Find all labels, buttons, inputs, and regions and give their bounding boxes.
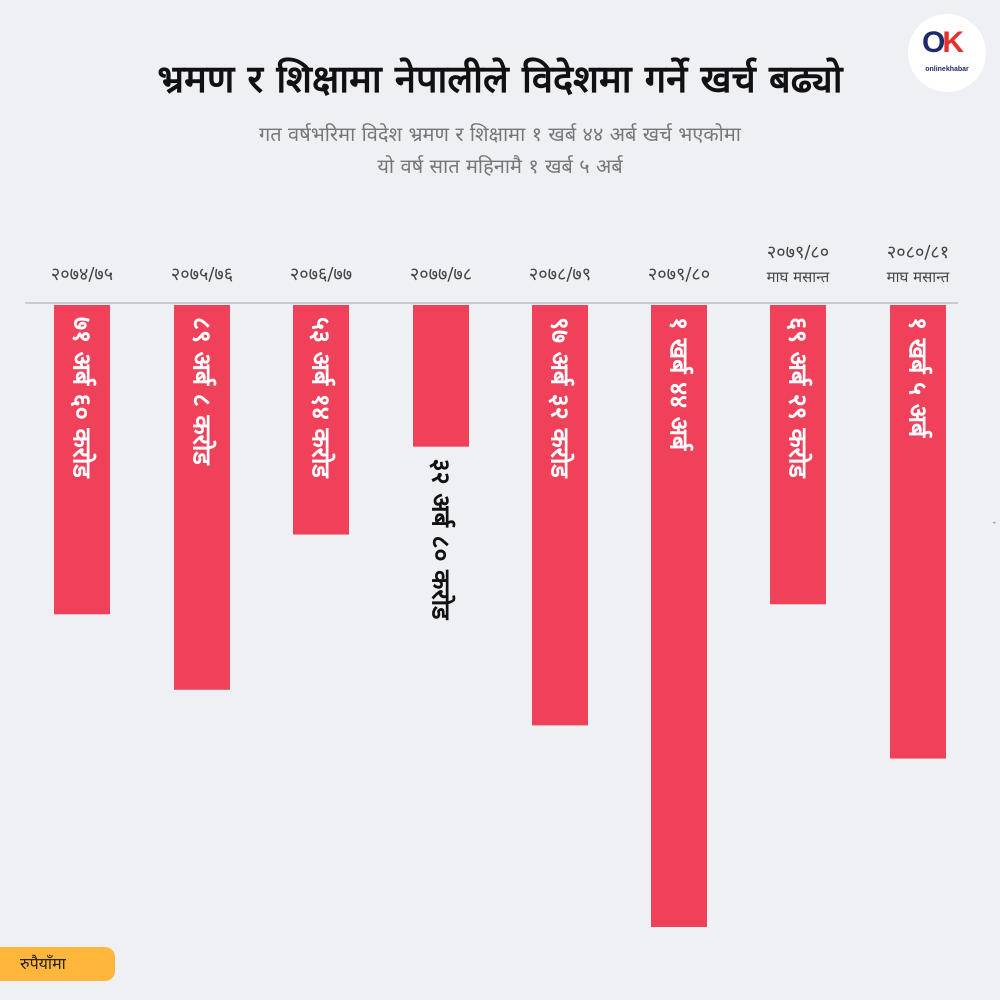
bar-5 (532, 305, 588, 726)
category-label-7: २०७९/८० (767, 242, 829, 263)
bar-4 (413, 305, 469, 447)
category-label-8: २०८०/८१ (887, 242, 949, 263)
subtitle: गत वर्षभरिमा विदेश भ्रमण र शिक्षामा १ खर… (0, 118, 1000, 182)
category-note-7: माघ मसान्त (767, 268, 830, 286)
page-title: भ्रमण र शिक्षामा नेपालीले विदेशमा गर्ने … (157, 57, 843, 101)
category-label-5: २०७८/७९ (529, 264, 591, 285)
data-label-1: ७१ अर्ब ६० करोड (68, 317, 97, 479)
logo-letter-o: O (922, 26, 945, 59)
bar-8 (890, 305, 946, 759)
data-label-2: ८९ अर्ब ८ करोड (188, 317, 217, 466)
category-label-1: २०७४/७५ (51, 264, 113, 285)
data-label-8: १ खर्ब ५ अर्ब (904, 317, 933, 439)
category-label-3: २०७६/७७ (290, 264, 352, 285)
logo-letter-k: K (942, 26, 964, 59)
logo-brand-text: onlinekhabar (925, 66, 969, 73)
unit-badge: रुपैयाँमा (0, 947, 115, 981)
category-label-6: २०७९/८० (648, 264, 710, 285)
category-label-4: २०७७/७८ (410, 264, 472, 285)
logo-mark: OK (922, 26, 964, 60)
data-label-4: ३२ अर्ब ८० करोड (427, 459, 456, 621)
bar-2 (174, 305, 230, 690)
data-label-6: १ खर्ब ४४ अर्ब (665, 317, 694, 452)
bar-6 (651, 305, 707, 927)
bar-1 (54, 305, 110, 615)
category-label-2: २०७५/७६ (171, 264, 233, 285)
data-label-7: ६९ अर्ब २९ करोड (784, 317, 813, 479)
category-note-8: माघ मसान्त (887, 268, 950, 286)
subtitle-line-1: गत वर्षभरिमा विदेश भ्रमण र शिक्षामा १ खर… (259, 122, 741, 146)
data-label-5: ९७ अर्ब ३२ करोड (546, 317, 575, 479)
bar-7 (770, 305, 826, 605)
onlinekhabar-logo: OK onlinekhabar (908, 14, 986, 92)
stray-mark: ˇ (992, 522, 997, 532)
subtitle-line-2: यो वर्ष सात महिनामै १ खर्ब ५ अर्ब (377, 154, 623, 178)
bar-3 (293, 305, 349, 535)
data-label-3: ५३ अर्ब १४ करोड (307, 317, 336, 479)
